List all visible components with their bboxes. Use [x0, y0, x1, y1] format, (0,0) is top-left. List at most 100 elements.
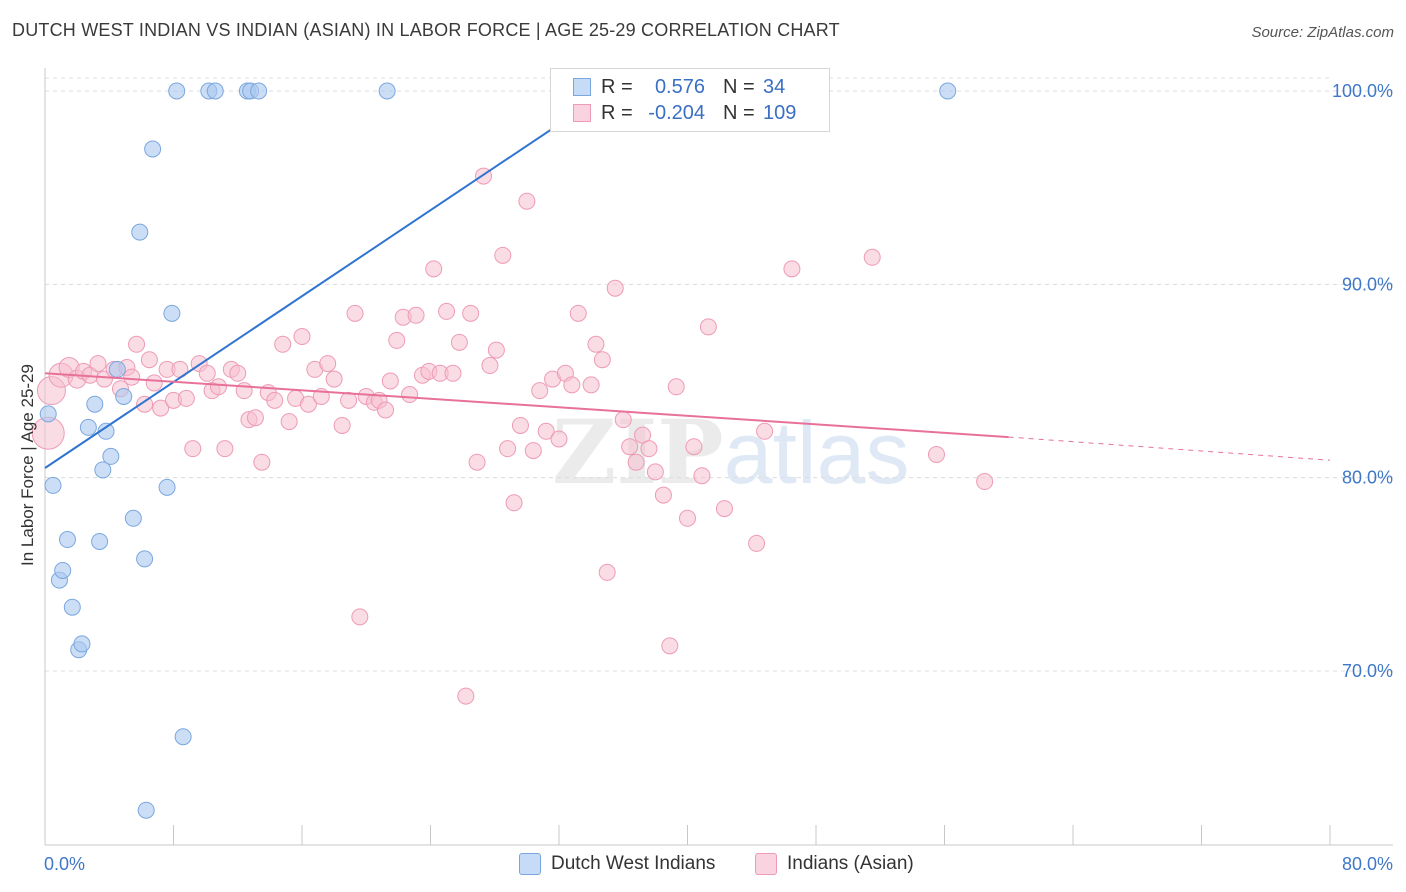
data-point-indians-asian — [184, 440, 202, 458]
data-point-indians-asian — [511, 416, 529, 434]
data-point-indians-asian — [198, 364, 216, 382]
legend-row-blue: R = 0.576 N = 34 — [573, 75, 785, 99]
data-point-dutch-west-indians — [206, 82, 224, 100]
data-point-indians-asian — [606, 279, 624, 297]
data-point-indians-asian — [927, 445, 945, 463]
tick-labels: 70.0% 80.0% 90.0% 100.0% 0.0% 80.0% — [44, 81, 1393, 874]
data-point-indians-asian — [598, 563, 616, 581]
data-point-dutch-west-indians — [79, 418, 97, 436]
data-point-indians-asian — [505, 494, 523, 512]
data-point-indians-asian — [499, 440, 517, 458]
data-point-indians-asian — [661, 637, 679, 655]
axes — [44, 68, 1393, 846]
data-point-dutch-west-indians — [168, 82, 186, 100]
data-point-dutch-west-indians — [939, 82, 957, 100]
data-point-dutch-west-indians — [58, 531, 76, 549]
data-point-indians-asian — [381, 372, 399, 390]
data-point-indians-asian — [685, 438, 703, 456]
data-point-indians-asian — [274, 335, 292, 353]
data-point-indians-asian — [462, 304, 480, 322]
data-point-indians-asian — [487, 341, 505, 359]
data-point-indians-asian — [679, 509, 696, 527]
y-tick-label: 100.0% — [1332, 81, 1393, 101]
bottom-legend-swatch-pink — [755, 853, 777, 875]
grid-lines — [45, 77, 1395, 672]
y-tick-label: 70.0% — [1342, 661, 1393, 681]
data-point-dutch-west-indians — [94, 461, 112, 479]
data-point-indians-asian — [388, 331, 406, 349]
data-point-dutch-west-indians — [136, 550, 154, 568]
legend-r-label: R = — [601, 101, 633, 124]
data-point-indians-asian — [654, 486, 672, 504]
data-point-indians-asian — [667, 378, 685, 396]
data-point-indians-asian — [351, 608, 369, 626]
legend-n-value: 109 — [763, 101, 797, 124]
data-point-indians-asian — [407, 306, 425, 324]
data-point-indians-asian — [646, 463, 664, 481]
data-point-indians-asian — [377, 401, 395, 419]
data-point-dutch-west-indians — [63, 598, 81, 616]
data-point-indians-asian — [582, 376, 600, 394]
y-tick-label: 90.0% — [1342, 274, 1393, 294]
data-point-indians-asian — [693, 467, 711, 485]
data-point-indians-asian — [783, 260, 801, 278]
data-point-indians-asian — [715, 500, 733, 518]
data-point-indians-asian — [621, 438, 639, 456]
legend-n-label: N = — [723, 75, 755, 98]
source-label: Source: ZipAtlas.com — [1251, 24, 1394, 41]
legend-n-label: N = — [723, 101, 755, 124]
data-point-dutch-west-indians — [91, 532, 109, 550]
trend-line-indians-asian — [44, 372, 1009, 439]
data-point-dutch-west-indians — [158, 478, 176, 496]
data-point-indians-asian — [235, 382, 253, 400]
data-point-indians-asian — [587, 335, 605, 353]
data-point-indians-asian — [494, 246, 512, 264]
legend-swatch-pink — [573, 104, 591, 122]
data-point-dutch-west-indians — [163, 304, 181, 322]
data-point-indians-asian — [425, 260, 443, 278]
data-point-indians-asian — [976, 473, 994, 491]
x-tick-label: 0.0% — [44, 854, 85, 874]
x-tick-label: 80.0% — [1342, 854, 1393, 874]
data-point-indians-asian — [756, 422, 774, 440]
y-axis-label: In Labor Force | Age 25-29 — [18, 364, 37, 566]
data-point-indians-asian — [89, 355, 107, 373]
data-point-indians-asian — [177, 389, 195, 407]
data-point-indians-asian — [640, 440, 658, 458]
legend-row-pink: R = -0.204 N = 109 — [573, 101, 796, 125]
bottom-legend-dutch: Dutch West Indians — [519, 852, 715, 876]
data-point-indians-asian — [280, 413, 298, 431]
data-point-indians-asian — [444, 364, 462, 382]
data-point-indians-asian — [145, 374, 163, 392]
data-point-indians-asian — [524, 442, 542, 460]
data-point-dutch-west-indians — [108, 360, 126, 378]
data-point-indians-asian — [748, 534, 766, 552]
trend-line-dutch-west-indians — [44, 80, 624, 469]
data-point-dutch-west-indians — [124, 509, 142, 527]
legend-r-label: R = — [601, 75, 633, 98]
data-point-dutch-west-indians — [115, 387, 133, 405]
data-point-dutch-west-indians — [174, 728, 192, 746]
data-point-indians-asian — [563, 376, 581, 394]
data-point-indians-asian — [346, 304, 364, 322]
data-point-indians-asian — [140, 351, 158, 369]
data-point-indians-asian — [266, 391, 284, 409]
data-point-indians-asian — [152, 399, 170, 417]
y-tick-label: 80.0% — [1342, 468, 1393, 488]
data-point-indians-asian — [401, 386, 419, 404]
data-point-dutch-west-indians — [131, 223, 149, 241]
data-point-indians-asian — [438, 302, 456, 320]
data-point-dutch-west-indians — [137, 801, 155, 819]
data-point-dutch-west-indians — [73, 635, 91, 653]
trend-lines — [44, 80, 1331, 469]
legend-n-value: 34 — [763, 75, 786, 98]
data-point-dutch-west-indians — [144, 140, 162, 158]
data-point-indians-asian — [614, 411, 632, 429]
data-point-indians-asian — [325, 370, 343, 388]
data-point-dutch-west-indians — [54, 561, 72, 579]
data-point-indians-asian — [229, 364, 247, 382]
data-point-indians-asian — [123, 368, 141, 386]
data-point-indians-asian — [699, 318, 717, 336]
data-point-indians-asian — [481, 357, 499, 375]
data-point-indians-asian — [518, 192, 536, 210]
